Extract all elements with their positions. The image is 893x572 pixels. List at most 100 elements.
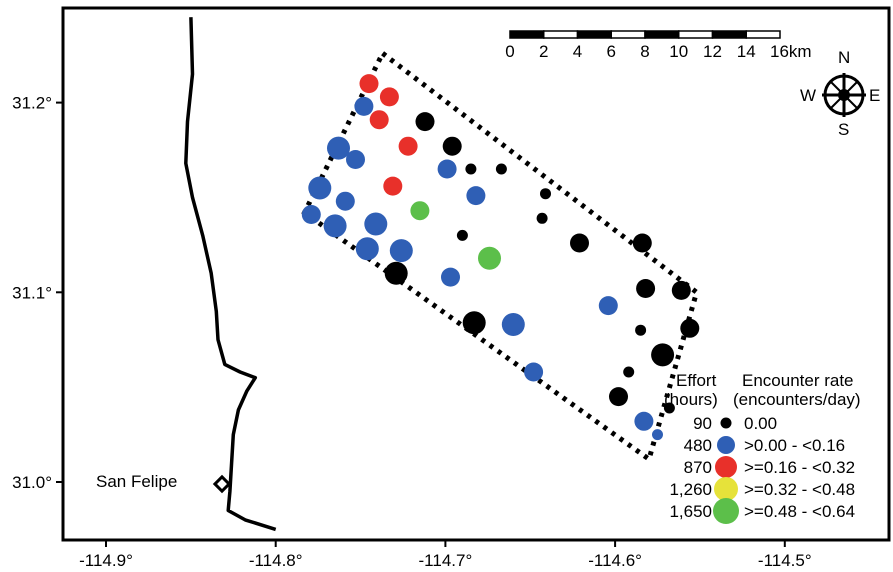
survey-point-37 bbox=[680, 318, 700, 338]
legend-rate-4: >=0.32 - <0.48 bbox=[744, 480, 855, 499]
survey-point-30 bbox=[441, 267, 460, 287]
survey-point-9 bbox=[442, 136, 462, 156]
compass-east: E bbox=[869, 86, 880, 105]
survey-point-12 bbox=[465, 163, 477, 175]
compass-center bbox=[838, 89, 850, 101]
survey-boundary-path bbox=[301, 49, 700, 464]
legend-rate-2: >0.00 - <0.16 bbox=[744, 436, 845, 455]
survey-point-11 bbox=[383, 176, 403, 196]
survey-point-36 bbox=[635, 324, 647, 336]
survey-point-43 bbox=[634, 411, 654, 431]
x-tick-label-5: -114.5° bbox=[758, 551, 812, 570]
y-tick-label-1: 31.2° bbox=[12, 94, 52, 113]
scale-bar-label-4: 6 bbox=[607, 42, 616, 61]
scale-bar-segment-4 bbox=[610, 30, 646, 39]
scale-bar-label-3: 4 bbox=[573, 42, 582, 61]
survey-point-31 bbox=[636, 279, 656, 298]
legend-effort-3: 870 bbox=[684, 458, 712, 477]
scale-bar-label-9: 16km bbox=[770, 42, 812, 61]
survey-point-7 bbox=[346, 150, 365, 169]
survey-point-13 bbox=[495, 163, 507, 175]
compass-south: S bbox=[838, 120, 849, 139]
scale-bar-segment-8 bbox=[745, 30, 781, 39]
scale-bar-segment-7 bbox=[711, 30, 747, 39]
coastline bbox=[184, 17, 277, 532]
y-tick-label-2: 31.1° bbox=[12, 283, 52, 302]
y-axis: 31.2° 31.1° 31.0° bbox=[12, 94, 63, 492]
compass-west: W bbox=[800, 86, 816, 105]
survey-point-4 bbox=[369, 110, 389, 130]
scale-bar-label-1: 0 bbox=[505, 42, 514, 61]
legend-effort-5: 1,650 bbox=[669, 502, 712, 521]
scale-bar-segment-3 bbox=[576, 30, 612, 39]
x-axis: -114.9° -114.8° -114.7° -114.6° -114.5° bbox=[79, 540, 812, 570]
legend-effort-4: 1,260 bbox=[669, 480, 712, 499]
survey-point-33 bbox=[598, 296, 618, 316]
survey-point-41 bbox=[609, 387, 628, 407]
survey-point-40 bbox=[623, 366, 635, 378]
survey-point-19 bbox=[301, 205, 321, 224]
legend-effort-2: 480 bbox=[684, 436, 712, 455]
legend-rate-units: (encounters/day) bbox=[733, 390, 861, 409]
legend-symbol-3 bbox=[715, 456, 737, 478]
scale-bar-label-7: 12 bbox=[703, 42, 722, 61]
scale-bar-label-8: 14 bbox=[737, 42, 756, 61]
legend-symbol-5 bbox=[713, 498, 739, 524]
survey-point-21 bbox=[364, 212, 388, 236]
survey-point-10 bbox=[437, 159, 457, 179]
survey-point-22 bbox=[536, 212, 548, 224]
survey-point-32 bbox=[671, 280, 691, 300]
map-frame bbox=[61, 6, 891, 542]
survey-point-2 bbox=[379, 87, 399, 107]
survey-point-16 bbox=[466, 186, 486, 206]
survey-point-27 bbox=[389, 239, 413, 263]
survey-points bbox=[301, 74, 700, 441]
survey-point-20 bbox=[323, 214, 347, 238]
legend-rate-3: >=0.16 - <0.32 bbox=[744, 458, 855, 477]
legend-rate-1: 0.00 bbox=[744, 414, 777, 433]
scale-bar-segment-5 bbox=[644, 30, 680, 39]
survey-point-28 bbox=[478, 246, 501, 270]
survey-point-18 bbox=[410, 201, 430, 221]
survey-point-38 bbox=[651, 343, 675, 367]
legend-effort-units: (hours) bbox=[664, 390, 718, 409]
survey-point-39 bbox=[524, 362, 544, 382]
coastline-path bbox=[184, 17, 277, 532]
x-tick-label-2: -114.8° bbox=[249, 551, 303, 570]
legend-rate-header: Encounter rate bbox=[742, 371, 854, 390]
scale-bar-segment-1 bbox=[509, 30, 545, 39]
survey-point-42 bbox=[663, 402, 675, 414]
survey-point-25 bbox=[632, 233, 652, 253]
x-tick-label-4: -114.6° bbox=[588, 551, 642, 570]
y-tick-label-3: 31.0° bbox=[12, 473, 52, 492]
place-label-san-felipe: San Felipe bbox=[96, 472, 177, 491]
survey-point-44 bbox=[652, 429, 663, 441]
legend-rate-5: >=0.48 - <0.64 bbox=[744, 502, 855, 521]
survey-point-29 bbox=[384, 261, 408, 285]
survey-point-1 bbox=[359, 74, 379, 94]
survey-point-17 bbox=[540, 188, 551, 200]
scale-bar-label-5: 8 bbox=[640, 42, 649, 61]
legend-symbol-1 bbox=[720, 417, 732, 429]
survey-area-boundary bbox=[301, 49, 700, 464]
x-tick-label-1: -114.9° bbox=[79, 551, 133, 570]
survey-point-6 bbox=[327, 136, 350, 160]
legend-effort-1: 90 bbox=[693, 414, 712, 433]
survey-point-24 bbox=[570, 233, 589, 253]
x-tick-label-3: -114.7° bbox=[419, 551, 473, 570]
survey-point-3 bbox=[354, 96, 374, 116]
survey-point-8 bbox=[398, 136, 418, 156]
survey-point-5 bbox=[415, 112, 435, 132]
legend-symbol-4 bbox=[714, 477, 738, 501]
survey-point-35 bbox=[501, 313, 525, 336]
legend: Effort (hours) Encounter rate (encounter… bbox=[664, 371, 861, 524]
survey-point-14 bbox=[308, 176, 332, 200]
legend-effort-header: Effort bbox=[676, 371, 717, 390]
compass-rose: N S W E bbox=[800, 48, 880, 139]
survey-point-15 bbox=[335, 191, 355, 211]
san-felipe-marker bbox=[212, 474, 232, 494]
survey-point-34 bbox=[462, 311, 486, 335]
survey-point-23 bbox=[456, 229, 468, 241]
scale-bar-label-2: 2 bbox=[539, 42, 548, 61]
